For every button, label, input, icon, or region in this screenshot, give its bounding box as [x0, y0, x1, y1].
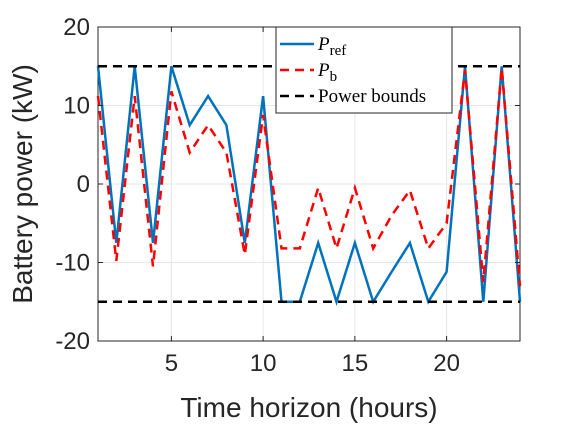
axis-ticks: 5 10 15 20 20 10 0 -10 -20: [55, 14, 520, 377]
legend-label-2: Power bounds: [318, 86, 426, 107]
legend-label-0: Pref: [317, 34, 346, 59]
x-tick-label: 20: [433, 350, 460, 377]
series-line-1: [96, 67, 522, 287]
y-tick-label: -10: [55, 250, 90, 277]
series-line-0: [96, 65, 522, 307]
legend-label-1: Pb: [317, 60, 337, 85]
x-axis-label: Time horizon (hours): [180, 392, 437, 423]
y-tick-label: 0: [77, 171, 90, 198]
x-tick-label: 5: [165, 350, 178, 377]
legend-box: [275, 26, 453, 114]
x-tick-label: 10: [250, 350, 277, 377]
y-tick-label: 20: [63, 14, 90, 41]
y-tick-label: 10: [63, 93, 90, 120]
y-axis-label: Battery power (kW): [7, 64, 38, 304]
y-tick-label: -20: [55, 328, 90, 355]
x-tick-label: 15: [342, 350, 369, 377]
